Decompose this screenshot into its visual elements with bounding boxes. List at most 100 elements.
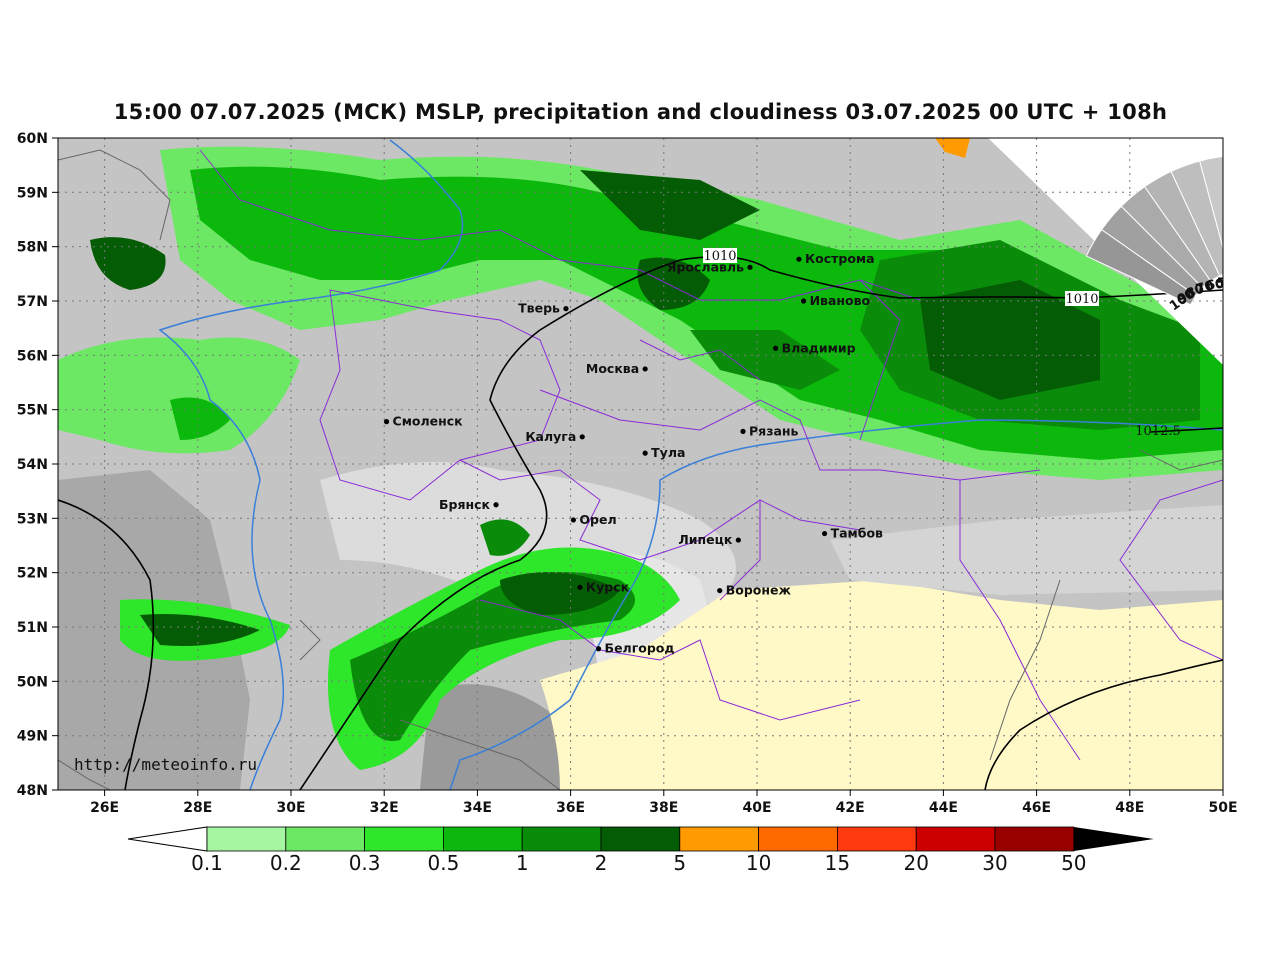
city-marker [595,646,602,652]
precip-east-dark [920,280,1100,400]
precip-yaroslavl [637,257,710,310]
isobar-1010-north [299,255,1223,790]
lat-tick-label: 50N [17,674,48,690]
precip-smolensk [170,397,230,440]
colorbar-segment [758,826,838,852]
lat-tick-label: 53N [17,511,48,527]
precip-colorbar: 0.1 0.2 0.3 0.5 1 2 5 10 15 20 30 50 [127,826,1154,875]
precip-kursk-core [500,572,620,615]
colorbar-segment [285,826,365,852]
precip-north-core [580,170,760,240]
colorbar-label: 0.3 [349,851,381,875]
city-marker [747,264,753,270]
city-marker [579,434,585,440]
rivers [158,139,1223,790]
precip-south-core [350,572,635,741]
city-marker [642,450,648,456]
colorbar-label: 10 [746,851,771,875]
lon-tick-label: 36E [556,800,585,816]
colorbar-low-arrow [127,826,208,852]
precip-vladimir [690,330,840,390]
lat-tick-label: 54N [17,457,48,473]
colorbar-label: 1 [516,851,529,875]
lon-tick-label: 46E [1022,800,1051,816]
city-label: Тверь [518,301,560,316]
regional-borders [199,149,1223,761]
city-label: Москва [586,361,639,376]
cloud-scale-label: 50 [1217,277,1235,292]
lon-tick-label: 44E [929,800,958,816]
isobar-label: 1010 [1065,292,1098,307]
watermark: http://meteoinfo.ru [74,755,257,774]
lat-tick-label: 58N [17,240,48,256]
city-marker [383,419,390,425]
lon-tick-label: 38E [649,800,678,816]
isobars [58,255,1223,790]
cloud-dark-south [420,684,570,790]
isobar-label: 1010 [703,249,736,264]
city-marker [740,428,746,434]
colorbar-segment [600,826,681,852]
colorbar-segment [206,826,287,852]
lat-tick-label: 51N [17,620,48,636]
colorbar-label: 50 [1061,851,1086,875]
city-marker [821,530,828,537]
colorbar-label: 0.2 [270,851,302,875]
colorbar-segment [442,826,523,852]
cloud-scale-bar [1199,155,1223,250]
city-marker [773,345,779,351]
colorbar-label: 30 [982,851,1007,875]
lat-tick-label: 59N [17,185,48,201]
city-marker [563,306,569,312]
precip-southwest-core [140,614,260,646]
colorbar-segment [994,826,1075,852]
colorbar-high-arrow [1073,827,1154,851]
cloud-scale-bar [1230,155,1261,270]
city-label: Кострома [805,251,875,266]
colorbar-segment [915,826,996,852]
lat-tick-label: 60N [17,131,48,147]
cloud-scale-label: 60 [1205,277,1225,294]
cloud-scale-label: 80 [1184,281,1206,301]
precip-west-blob [90,237,166,290]
city-label: Ярославль [667,259,744,274]
isobar-1010-west [58,499,155,790]
graticule [58,138,1223,790]
isobar-label: 1012.5 [1135,424,1181,439]
colorbar-label: 15 [825,851,850,875]
city-label: Рязань [749,423,799,438]
lat-tick-label: 48N [17,783,48,799]
city-marker [801,298,807,304]
lat-tick-label: 49N [17,729,48,745]
colorbar-label: 5 [673,851,686,875]
city-label: Смоленск [393,414,464,429]
cloud-scale-bar [1250,156,1281,272]
cloud-scale-label: 40 [1227,276,1247,293]
cloud-scale-label: 20 [1246,280,1268,300]
city-label: Липецк [678,532,733,547]
city-label: Владимир [782,340,856,355]
precip-bryansk [480,519,530,556]
latitude-labels: 60N 59N 58N 57N 56N 55N 54N 53N 52N 51N 50N 49N 48N [17,131,58,799]
city-label: Тамбов [831,526,883,541]
lon-tick-label: 42E [836,800,865,816]
lat-tick-label: 52N [17,566,48,582]
lon-tick-label: 30E [276,800,305,816]
country-borders [58,149,1223,790]
city-label: Воронеж [726,583,792,598]
city-label: Калуга [525,429,576,444]
colorbar-segment [521,826,602,852]
lon-tick-label: 40E [742,800,771,816]
city-label: Курск [586,579,630,594]
city-label: Иваново [810,293,871,308]
precip-orange-spot [935,138,970,158]
cloud-scale-label: 70 [1194,278,1215,297]
lat-tick-label: 56N [17,348,48,364]
city-marker [642,366,648,372]
city-marker [717,587,723,594]
colorbar-label: 2 [595,851,608,875]
city-marker [570,517,576,523]
map-title: 15:00 07.07.2025 (МСК) MSLP, precipitati… [113,100,1168,124]
lon-tick-label: 48E [1115,800,1144,816]
